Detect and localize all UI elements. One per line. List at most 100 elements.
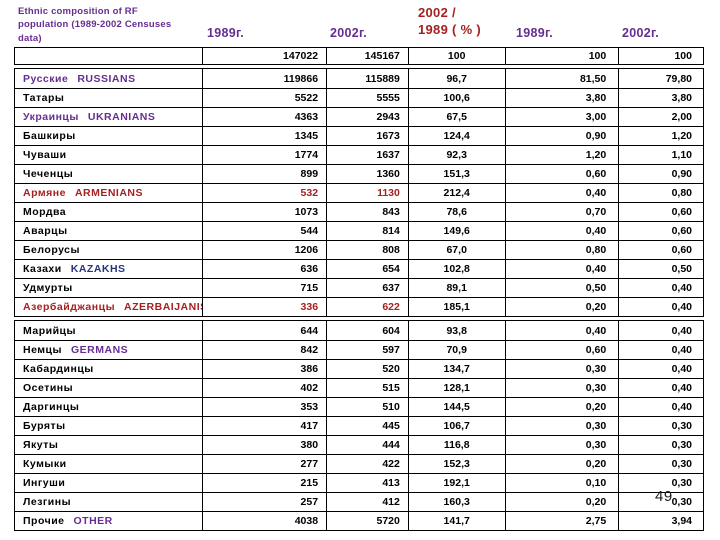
- cell-ratio-percent: 100: [407, 48, 505, 64]
- ethnic-group-name-ru: Удмурты: [23, 282, 73, 294]
- cell-share-2002: 0,30: [618, 417, 703, 435]
- ethnic-group-label: Кумыки: [15, 455, 202, 473]
- cell-ratio-percent: 93,8: [407, 321, 505, 340]
- ethnic-group-name-ru: Лезгины: [23, 496, 72, 508]
- ethnic-group-name-ru: Чуваши: [23, 149, 67, 161]
- table-row: Казахи KAZAKHS 636 654 102,8 0,40 0,50: [15, 259, 703, 278]
- cell-share-1989: 0,60: [504, 341, 619, 359]
- col-header-1989-share: 1989г.: [516, 26, 554, 40]
- table-row: Удмурты 715 637 89,1 0,50 0,40: [15, 278, 703, 297]
- cell-ratio-percent: 89,1: [407, 279, 505, 297]
- cell-share-2002: 0,30: [618, 474, 703, 492]
- cell-share-1989: 0,20: [504, 298, 619, 316]
- cell-ratio-percent: 128,1: [407, 379, 505, 397]
- ethnic-group-name-ru: Чеченцы: [23, 168, 74, 180]
- table-section-1: 147022 145167 100 100 100: [14, 47, 704, 65]
- cell-share-1989: 0,40: [504, 260, 619, 278]
- ethnic-group-label: Лезгины: [15, 493, 202, 511]
- cell-share-1989: 0,50: [504, 279, 619, 297]
- cell-2002-thousands: 1637: [326, 146, 408, 164]
- table-row: Прочие OTHER 4038 5720 141,7 2,75 3,94: [15, 511, 703, 530]
- cell-1989-thousands: 842: [202, 341, 326, 359]
- cell-share-1989: 100: [504, 48, 619, 64]
- cell-share-1989: 0,70: [504, 203, 619, 221]
- ethnic-group-name-ru: Украинцы: [23, 111, 79, 123]
- cell-1989-thousands: 257: [202, 493, 326, 511]
- cell-1989-thousands: 380: [202, 436, 326, 454]
- cell-share-2002: 0,40: [618, 360, 703, 378]
- table-row: Осетины 402 515 128,1 0,30 0,40: [15, 378, 703, 397]
- ethnic-group-label: Марийцы: [15, 321, 202, 340]
- cell-share-1989: 2,75: [504, 512, 619, 530]
- cell-1989-thousands: 353: [202, 398, 326, 416]
- cell-2002-thousands: 604: [326, 321, 408, 340]
- cell-share-2002: 0,90: [618, 165, 703, 183]
- cell-share-1989: 1,20: [504, 146, 619, 164]
- cell-ratio-percent: 67,0: [407, 241, 505, 259]
- cell-share-1989: 0,20: [504, 455, 619, 473]
- cell-2002-thousands: 5720: [326, 512, 408, 530]
- ethnic-group-name-ru: Марийцы: [23, 324, 76, 337]
- cell-share-1989: 0,30: [504, 417, 619, 435]
- cell-ratio-percent: 141,7: [407, 512, 505, 530]
- ethnic-group-name-ru: Даргинцы: [23, 401, 80, 413]
- cell-1989-thousands: 644: [202, 321, 326, 340]
- ethnic-group-name-en: RUSSIANS: [77, 72, 136, 85]
- cell-2002-thousands: 115889: [326, 69, 408, 88]
- table-row: Русские RUSSIANS 119866 115889 96,7 81,50…: [15, 69, 703, 88]
- ethnic-group-name-ru: Немцы: [23, 344, 62, 356]
- cell-1989-thousands: 1206: [202, 241, 326, 259]
- ethnic-group-label: Прочие OTHER: [15, 512, 202, 530]
- cell-ratio-percent: 149,6: [407, 222, 505, 240]
- cell-1989-thousands: 336: [202, 298, 326, 316]
- cell-share-1989: 0,30: [504, 379, 619, 397]
- table-section-3: Марийцы 644 604 93,8 0,40 0,40 Немцы GERM…: [14, 320, 704, 531]
- slide-title: Ethnic composition of RF population (198…: [18, 5, 200, 45]
- cell-ratio-percent: 144,5: [407, 398, 505, 416]
- cell-ratio-percent: 134,7: [407, 360, 505, 378]
- cell-ratio-percent: 92,3: [407, 146, 505, 164]
- ethnic-group-name-en: ARMENIANS: [74, 187, 144, 199]
- cell-1989-thousands: 402: [202, 379, 326, 397]
- table-row: Украинцы UKRANIANS 4363 2943 67,5 3,00 2,…: [15, 107, 703, 126]
- cell-ratio-percent: 160,3: [407, 493, 505, 511]
- cell-2002-thousands: 622: [326, 298, 408, 316]
- cell-share-2002: 100: [618, 48, 703, 64]
- cell-1989-thousands: 544: [202, 222, 326, 240]
- ratio-header-line1: 2002 /: [418, 5, 456, 20]
- ethnic-group-label: Осетины: [15, 379, 202, 397]
- table-row: Немцы GERMANS 842 597 70,9 0,60 0,40: [15, 340, 703, 359]
- cell-1989-thousands: 4363: [202, 108, 326, 126]
- cell-ratio-percent: 106,7: [407, 417, 505, 435]
- table-section-2: Русские RUSSIANS 119866 115889 96,7 81,50…: [14, 68, 704, 317]
- ethnic-group-name-ru: Казахи: [23, 263, 62, 275]
- ethnic-group-label: Даргинцы: [15, 398, 202, 416]
- ethnic-group-name-ru: Мордва: [23, 206, 67, 218]
- cell-share-1989: 0,90: [504, 127, 619, 145]
- col-header-2002-share: 2002г.: [622, 26, 660, 40]
- cell-2002-thousands: 445: [326, 417, 408, 435]
- ethnic-group-name-en: OTHER: [73, 515, 113, 527]
- col-header-1989-thousands: 1989г.: [207, 26, 245, 40]
- cell-1989-thousands: 386: [202, 360, 326, 378]
- ethnic-group-label: Чеченцы: [15, 165, 202, 183]
- col-header-2002-thousands: 2002г.: [330, 26, 368, 40]
- cell-share-2002: 2,00: [618, 108, 703, 126]
- cell-ratio-percent: 70,9: [407, 341, 505, 359]
- table-row: Азербайджанцы AZERBAIJANIS 336 622 185,1 …: [15, 297, 703, 316]
- cell-share-1989: 0,30: [504, 360, 619, 378]
- cell-1989-thousands: 277: [202, 455, 326, 473]
- cell-2002-thousands: 5555: [326, 89, 408, 107]
- cell-share-1989: 0,20: [504, 398, 619, 416]
- ethnic-group-name-ru: Башкиры: [23, 130, 76, 142]
- cell-share-2002: 0,30: [618, 436, 703, 454]
- table-row: 147022 145167 100 100 100: [15, 48, 703, 64]
- cell-1989-thousands: 5522: [202, 89, 326, 107]
- table-row: Кумыки 277 422 152,3 0,20 0,30: [15, 454, 703, 473]
- cell-2002-thousands: 1673: [326, 127, 408, 145]
- ethnic-group-label: Татары: [15, 89, 202, 107]
- cell-share-1989: 0,20: [504, 493, 619, 511]
- table-row: Буряты 417 445 106,7 0,30 0,30: [15, 416, 703, 435]
- cell-1989-thousands: 899: [202, 165, 326, 183]
- cell-2002-thousands: 413: [326, 474, 408, 492]
